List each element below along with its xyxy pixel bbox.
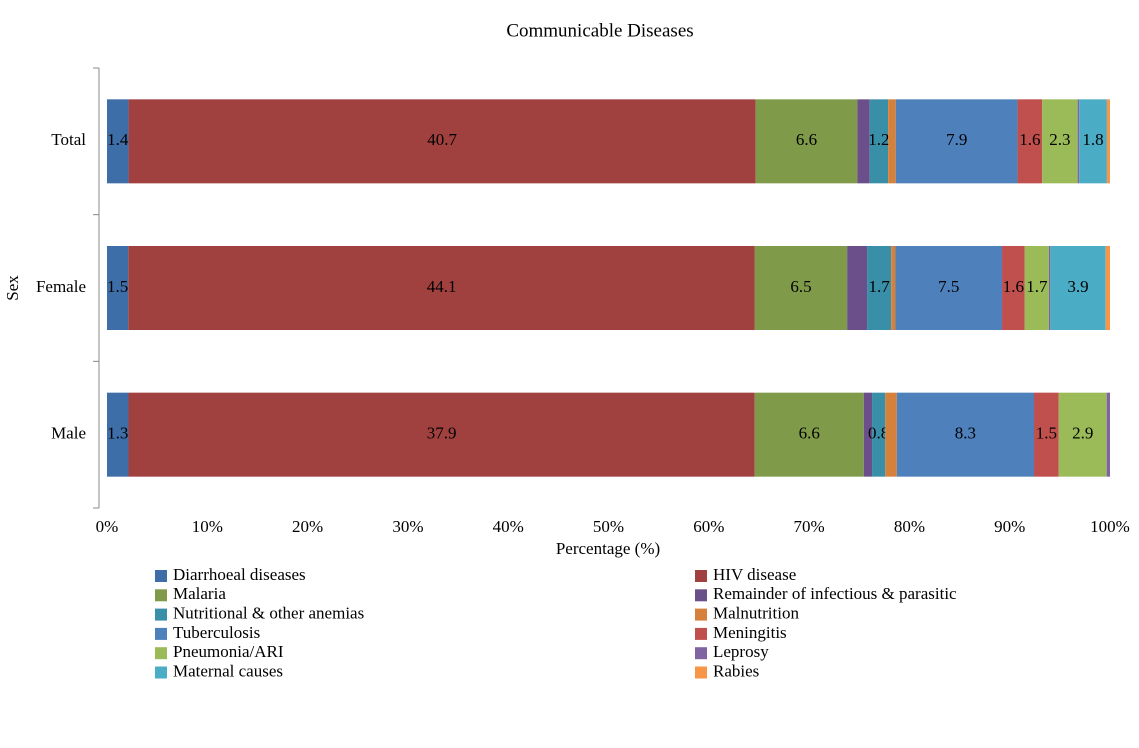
bar-segment — [1050, 246, 1106, 330]
x-tick-label: 100% — [1090, 517, 1130, 536]
legend-label: Remainder of infectious & parasitic — [713, 584, 957, 603]
x-tick-label: 30% — [392, 517, 423, 536]
bar-segment — [107, 392, 129, 477]
y-tick-label: Female — [36, 277, 86, 296]
bar-segment — [888, 99, 896, 184]
y-tick-label: Total — [51, 130, 86, 149]
data-label: 40.7 — [427, 130, 457, 149]
legend-label: HIV disease — [713, 565, 796, 584]
x-tick-label: 60% — [693, 517, 724, 536]
data-label: 2.9 — [1072, 424, 1093, 443]
bar-segment — [128, 392, 755, 477]
x-tick-label: 10% — [192, 517, 223, 536]
legend-swatch — [155, 627, 167, 640]
x-tick-label: 0% — [96, 517, 119, 536]
bar-segment — [1105, 246, 1110, 330]
bar-segment — [754, 392, 864, 477]
bar-segment — [1042, 99, 1078, 184]
bar-segment — [847, 246, 868, 330]
legend-label: Maternal causes — [173, 661, 283, 680]
bar-segment — [1024, 246, 1049, 330]
legend-swatch — [155, 570, 167, 582]
bar-segment — [895, 246, 1003, 330]
bar-segment — [128, 99, 756, 184]
data-label: 1.8 — [1082, 130, 1103, 149]
legend-swatch — [155, 589, 167, 602]
bar-segment — [1058, 392, 1107, 477]
data-label: 1.4 — [107, 130, 129, 149]
bar-segment — [872, 392, 886, 477]
legend-label: Malaria — [173, 584, 226, 603]
legend-label: Malnutrition — [713, 604, 799, 623]
bar-segment — [107, 99, 129, 184]
data-label: 1.7 — [869, 277, 891, 296]
data-label: 7.5 — [938, 277, 959, 296]
legend-label: Nutritional & other anemias — [173, 604, 364, 623]
legend-label: Rabies — [713, 661, 759, 680]
bar-segment — [1048, 246, 1051, 330]
bar-segment — [1106, 99, 1110, 184]
bar-segment — [1079, 99, 1107, 184]
data-label: 6.5 — [790, 277, 811, 296]
bar-segment — [857, 99, 870, 184]
data-label: 1.7 — [1026, 277, 1048, 296]
data-label: 8.3 — [955, 424, 976, 443]
bar-segment — [754, 246, 848, 330]
data-label: 1.5 — [1036, 424, 1057, 443]
legend-swatch — [695, 608, 707, 621]
legend-swatch — [695, 666, 707, 679]
x-tick-label: 40% — [493, 517, 524, 536]
data-label: 0.8 — [868, 424, 889, 443]
legend-label: Meningitis — [713, 623, 787, 642]
data-label: 1.5 — [107, 277, 128, 296]
x-tick-label: 80% — [894, 517, 925, 536]
bar-segment — [1033, 392, 1059, 477]
legend-label: Pneumonia/ARI — [173, 642, 284, 661]
x-tick-label: 70% — [794, 517, 825, 536]
data-label: 7.9 — [946, 130, 967, 149]
legend-swatch — [155, 647, 167, 660]
data-label: 1.2 — [868, 130, 889, 149]
data-label: 1.6 — [1019, 130, 1040, 149]
data-label: 6.6 — [799, 424, 820, 443]
data-label: 3.9 — [1067, 277, 1088, 296]
data-label: 6.6 — [796, 130, 817, 149]
x-tick-label: 20% — [292, 517, 323, 536]
bar-segment — [755, 99, 858, 184]
legend-swatch — [695, 627, 707, 640]
data-label: 1.6 — [1003, 277, 1024, 296]
bar-segment — [128, 246, 755, 330]
bar-segment — [107, 246, 129, 330]
legend-swatch — [695, 647, 707, 660]
bar-segment — [1017, 99, 1043, 184]
data-label: 2.3 — [1049, 130, 1070, 149]
legend-swatch — [695, 589, 707, 602]
data-label: 1.3 — [107, 424, 128, 443]
y-tick-label: Male — [51, 424, 86, 443]
x-tick-label: 50% — [593, 517, 624, 536]
legend-swatch — [155, 666, 167, 679]
data-label: 37.9 — [427, 424, 457, 443]
bar-segment — [895, 99, 1018, 184]
legend-label: Diarrhoeal diseases — [173, 565, 306, 584]
y-axis-label: Sex — [3, 275, 22, 301]
bar-segment — [885, 392, 897, 477]
chart-title: Communicable Diseases — [506, 20, 693, 41]
bar-segment — [896, 392, 1034, 477]
legend-label: Tuberculosis — [173, 623, 260, 642]
bar-segment — [863, 392, 873, 477]
data-label: 44.1 — [427, 277, 457, 296]
bar-segment — [891, 246, 896, 330]
bar-segment — [1002, 246, 1025, 330]
x-axis-label: Percentage (%) — [556, 539, 660, 558]
legend-swatch — [155, 608, 167, 621]
bar-segment — [1077, 99, 1080, 184]
legend-swatch — [695, 570, 707, 582]
bar-segment — [869, 99, 889, 184]
x-tick-label: 90% — [994, 517, 1025, 536]
legend-label: Leprosy — [713, 642, 769, 661]
bar-segment — [867, 246, 892, 330]
bar-segment — [1106, 392, 1110, 477]
